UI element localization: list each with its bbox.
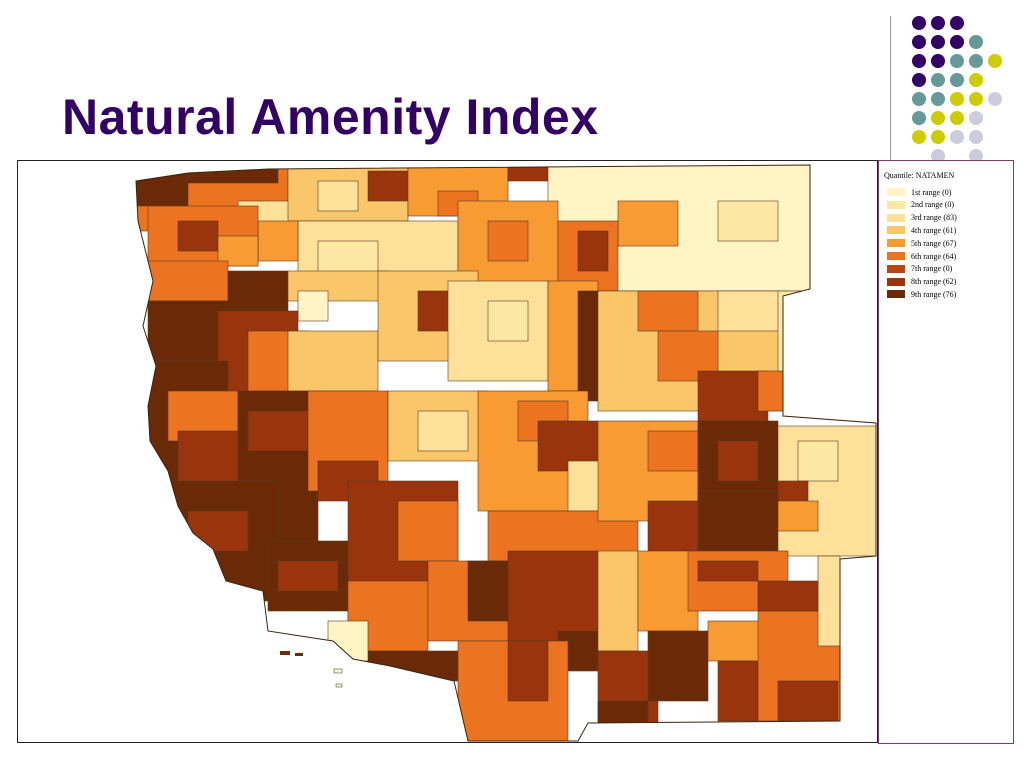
decorative-dot [969,92,983,106]
decorative-dot [950,73,964,87]
legend-swatch [887,200,905,209]
decorative-dot [912,130,926,144]
legend-label: 3rd range (83) [911,213,957,223]
legend-item: 2nd range (0) [887,200,954,210]
decorative-dot [950,92,964,106]
decorative-dot [988,54,1002,68]
decorative-dot [912,54,926,68]
decorative-dot [931,130,945,144]
decorative-dot [931,149,945,163]
legend-label: 4th range (61) [911,225,957,235]
legend-swatch [887,277,905,286]
legend-item: 1st range (0) [887,187,951,197]
decorative-dot [969,35,983,49]
decorative-dot [912,111,926,125]
decorative-dot [931,35,945,49]
decorative-dot [931,16,945,30]
decorative-dot [931,111,945,125]
decorative-dot [931,54,945,68]
legend-swatch [887,264,905,273]
decorative-dot [969,73,983,87]
decorative-dot [912,16,926,30]
decorative-divider [890,16,891,166]
legend-label: 2nd range (0) [911,200,955,210]
region-outline [135,164,877,742]
legend-item: 8th range (62) [887,277,956,287]
decorative-dot [969,149,983,163]
decorative-dot [969,111,983,125]
legend-label: 5th range (67) [911,238,957,248]
decorative-dot [912,35,926,49]
decorative-dot [912,92,926,106]
decorative-dot [931,92,945,106]
decorative-dot [988,92,1002,106]
legend-item: 4th range (61) [887,225,956,235]
decorative-dot [912,73,926,87]
legend-item: 6th range (64) [887,251,956,261]
decorative-dot-grid [912,16,1002,163]
island-shape [280,651,290,655]
legend-item: 5th range (67) [887,238,956,248]
legend-item: 9th range (76) [887,289,956,299]
legend-swatch [887,252,905,260]
legend-title: Quantile: NATAMEN [884,171,955,180]
legend-label: 6th range (64) [911,251,957,261]
county-choropleth-map[interactable] [17,160,878,743]
legend-swatch [887,290,905,299]
decorative-dot [931,73,945,87]
map-svg [135,164,877,742]
legend-label: 7th range (0) [911,264,953,274]
decorative-dot [969,54,983,68]
decorative-dot [950,54,964,68]
decorative-dot [950,111,964,125]
legend-swatch [887,239,905,248]
decorative-dot [969,130,983,144]
legend-swatch [887,226,905,235]
legend-label: 8th range (62) [911,277,957,287]
legend-label: 9th range (76) [911,289,957,299]
legend-item: 7th range (0) [887,264,952,274]
legend-label: 1st range (0) [911,187,952,197]
island-shape [333,668,343,674]
decorative-dot [950,16,964,30]
legend-swatch [887,188,905,196]
decorative-dot [950,35,964,49]
island-shape [295,653,303,656]
legend-item: 3rd range (83) [887,213,957,223]
island-shape [335,683,343,688]
map-legend: Quantile: NATAMEN 1st range (0) 2nd range… [878,160,1014,744]
slide-title: Natural Amenity Index [62,89,599,145]
decorative-dot [950,130,964,144]
legend-swatch [887,213,905,222]
